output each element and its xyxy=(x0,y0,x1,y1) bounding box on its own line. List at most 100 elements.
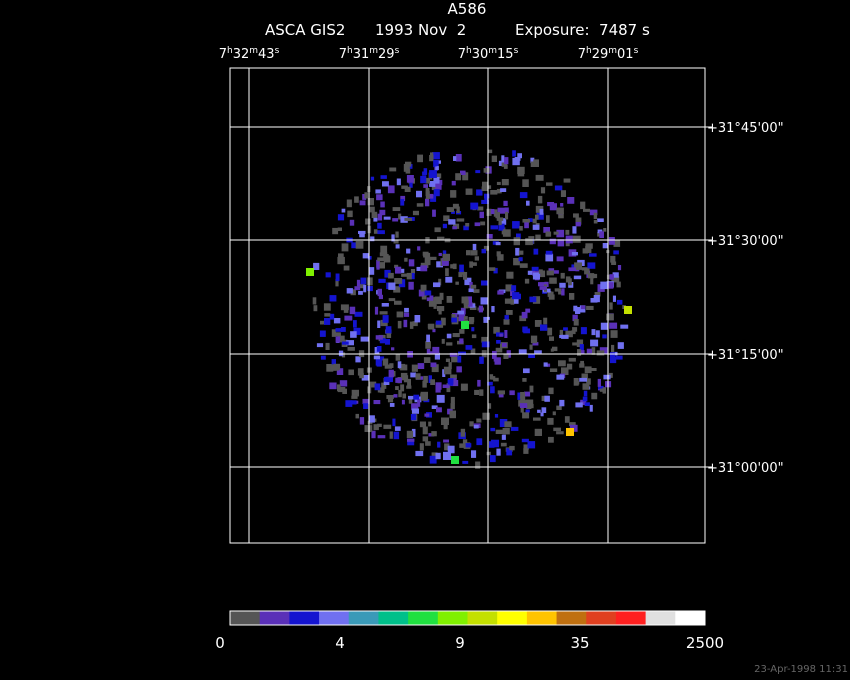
pixel-blob xyxy=(577,349,582,356)
pixel-blob xyxy=(429,181,436,187)
pixel-blob xyxy=(528,354,535,358)
bright-spot xyxy=(566,428,574,436)
pixel-blob xyxy=(382,358,389,366)
pixel-blob xyxy=(312,297,317,305)
pixel-blob xyxy=(561,367,569,375)
pixel-blob xyxy=(496,181,501,185)
ra-label-part: 7 xyxy=(219,47,227,62)
colorbar-label: 2500 xyxy=(686,634,724,652)
pixel-blob xyxy=(499,333,503,337)
pixel-blob xyxy=(354,196,359,203)
pixel-blob xyxy=(591,329,596,336)
pixel-blob xyxy=(450,380,459,387)
pixel-blob xyxy=(497,390,505,395)
pixel-blob xyxy=(446,333,452,339)
pixel-blob xyxy=(416,266,423,271)
pixel-blob xyxy=(331,329,337,337)
pixel-blob xyxy=(401,185,408,189)
pixel-blob xyxy=(451,355,459,363)
pixel-blob xyxy=(425,341,431,349)
pixel-blob xyxy=(603,374,611,380)
pixel-blob xyxy=(573,213,579,218)
pixel-blob xyxy=(581,373,588,381)
pixel-blob xyxy=(423,184,428,188)
pixel-blob xyxy=(337,227,342,231)
pixel-blob xyxy=(459,338,464,344)
pixel-blob xyxy=(472,243,477,251)
pixel-blob xyxy=(410,372,416,378)
pixel-blob xyxy=(358,230,366,234)
pixel-blob xyxy=(558,290,562,295)
pixel-blob xyxy=(474,256,479,261)
pixel-blob xyxy=(561,288,565,296)
pixel-blob xyxy=(573,319,579,326)
pixel-blob xyxy=(549,203,557,211)
pixel-blob xyxy=(547,291,552,297)
pixel-blob xyxy=(584,402,590,406)
pixel-blob xyxy=(384,269,391,278)
pixel-blob xyxy=(606,313,614,321)
pixel-blob xyxy=(340,304,349,311)
pixel-blob xyxy=(337,387,346,393)
pixel-blob xyxy=(481,336,488,343)
pixel-blob xyxy=(512,221,520,229)
pixel-blob xyxy=(377,262,385,269)
pixel-blob xyxy=(452,226,457,230)
ra-label: 7h31m29s xyxy=(339,46,400,62)
pixel-blob xyxy=(335,336,341,343)
pixel-blob xyxy=(490,225,498,230)
pixel-blob xyxy=(466,302,473,307)
pixel-blob xyxy=(503,164,508,169)
pixel-blob xyxy=(351,242,359,249)
pixel-blob xyxy=(412,210,419,216)
pixel-blob xyxy=(575,307,581,314)
pixel-blob xyxy=(468,288,474,293)
pixel-blob xyxy=(406,385,412,389)
pixel-blob xyxy=(398,389,402,398)
pixel-blob xyxy=(498,223,505,231)
pixel-blob xyxy=(560,203,564,207)
pixel-blob xyxy=(459,443,466,448)
pixel-blob xyxy=(337,335,345,343)
pixel-blob xyxy=(428,300,436,307)
ra-label: 7h32m43s xyxy=(219,46,280,62)
pixel-blob xyxy=(446,207,454,212)
pixel-blob xyxy=(556,431,564,435)
pixel-blob xyxy=(500,442,507,447)
pixel-blob xyxy=(519,192,528,199)
colorbar-label: 4 xyxy=(335,634,345,652)
pixel-blob xyxy=(541,407,547,413)
pixel-blob xyxy=(403,319,408,328)
pixel-blob xyxy=(520,392,525,399)
pixel-blob xyxy=(553,270,559,274)
pixel-blob xyxy=(467,320,474,325)
pixel-blob xyxy=(339,380,348,387)
pixel-blob xyxy=(471,334,477,339)
pixel-blob xyxy=(338,253,344,260)
pixel-blob xyxy=(503,354,509,359)
pixel-blob xyxy=(496,188,502,194)
pixel-blob xyxy=(599,231,604,238)
pixel-blob xyxy=(451,317,457,323)
pixel-blob xyxy=(388,282,396,290)
pixel-blob xyxy=(446,296,453,303)
pixel-blob xyxy=(530,157,535,164)
pixel-blob xyxy=(569,422,576,426)
pixel-blob xyxy=(518,250,524,255)
pixel-blob xyxy=(363,403,369,409)
pixel-blob xyxy=(567,197,575,204)
pixel-blob xyxy=(519,263,528,268)
pixel-blob xyxy=(450,264,454,269)
pixel-blob xyxy=(403,375,409,383)
pixel-blob xyxy=(368,415,375,423)
pixel-blob xyxy=(563,327,568,331)
pixel-blob xyxy=(586,378,591,385)
pixel-blob xyxy=(403,163,410,172)
pixel-blob xyxy=(532,224,540,230)
subtitle-date: 1993 Nov 2 xyxy=(375,21,466,39)
pixel-blob xyxy=(583,208,590,212)
pixel-blob xyxy=(482,181,488,189)
pixel-blob xyxy=(452,203,459,209)
pixel-blob xyxy=(583,390,588,397)
pixel-blob xyxy=(435,452,441,460)
